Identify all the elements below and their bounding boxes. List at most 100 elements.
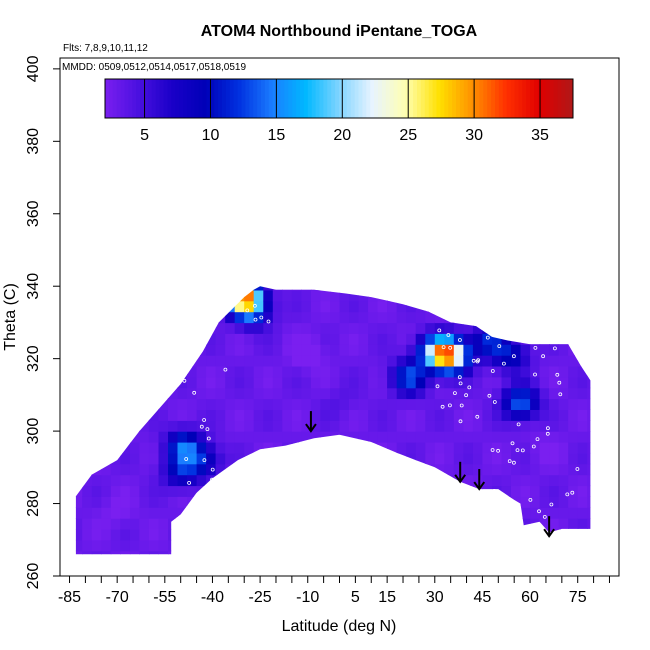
heatmap-cell bbox=[263, 387, 274, 400]
heatmap-cell bbox=[520, 474, 531, 487]
heatmap-cell bbox=[377, 528, 388, 541]
heatmap-cell bbox=[387, 344, 398, 356]
heatmap-cell bbox=[158, 539, 169, 552]
heatmap-cell bbox=[539, 398, 550, 410]
heatmap-cell bbox=[377, 387, 388, 400]
colorbar-segment bbox=[229, 79, 235, 118]
heatmap-cell bbox=[272, 485, 283, 497]
heatmap-cell bbox=[225, 322, 236, 334]
heatmap-cell bbox=[310, 376, 321, 389]
heatmap-cell bbox=[330, 539, 341, 552]
heatmap-cell bbox=[453, 485, 464, 497]
heatmap-cell bbox=[110, 431, 121, 443]
heatmap-cell bbox=[148, 311, 159, 324]
heatmap-cell bbox=[120, 507, 131, 519]
heatmap-cell bbox=[158, 333, 169, 345]
heatmap-cell bbox=[139, 518, 150, 530]
heatmap-cell bbox=[415, 355, 426, 367]
heatmap-cell bbox=[530, 322, 541, 334]
heatmap-cell bbox=[453, 398, 464, 410]
heatmap-cell bbox=[110, 452, 121, 465]
heatmap-cell bbox=[358, 550, 369, 555]
heatmap-cell bbox=[539, 474, 550, 487]
heatmap-cell bbox=[501, 452, 512, 465]
sample-point bbox=[553, 346, 557, 351]
heatmap-cell bbox=[511, 442, 522, 454]
y-tick-label: 320 bbox=[25, 345, 42, 372]
heatmap-cell bbox=[215, 550, 226, 555]
heatmap-cell bbox=[530, 550, 541, 555]
heatmap-cell bbox=[110, 528, 121, 541]
heatmap-cell bbox=[75, 311, 83, 324]
sample-point bbox=[475, 414, 480, 419]
heatmap-cell bbox=[215, 398, 226, 410]
heatmap-cell bbox=[253, 344, 264, 356]
heatmap-cell bbox=[530, 311, 541, 324]
heatmap-cell bbox=[425, 485, 436, 497]
heatmap-cell bbox=[482, 518, 493, 530]
colorbar-segment bbox=[483, 79, 488, 118]
heatmap-cell bbox=[196, 376, 207, 389]
heatmap-cell bbox=[158, 322, 169, 334]
colorbar-segment bbox=[409, 79, 414, 118]
heatmap-cell bbox=[349, 355, 360, 367]
heatmap-cell bbox=[110, 355, 121, 367]
heatmap-cell bbox=[177, 344, 188, 356]
heatmap-cell bbox=[215, 365, 226, 378]
heatmap-cell bbox=[301, 387, 312, 400]
heatmap-cell bbox=[158, 550, 169, 555]
heatmap-cell bbox=[472, 507, 483, 519]
heatmap-cell bbox=[91, 474, 102, 487]
dates-note: MMDD: 0509,0512,0514,0517,0518,0519 bbox=[62, 62, 246, 73]
heatmap-cell bbox=[301, 344, 312, 356]
heatmap-cell bbox=[520, 409, 531, 421]
colorbar-segment bbox=[514, 79, 519, 118]
heatmap-cell bbox=[387, 550, 398, 555]
heatmap-cell bbox=[472, 376, 483, 389]
heatmap-cell bbox=[225, 452, 236, 465]
heatmap-cell bbox=[91, 365, 102, 378]
heatmap-cell bbox=[539, 539, 550, 552]
heatmap-cell bbox=[339, 463, 350, 476]
colorbar-segment bbox=[198, 79, 203, 118]
colorbar-tick-label: 25 bbox=[399, 127, 417, 144]
heatmap-cell bbox=[75, 289, 83, 302]
heatmap-cell bbox=[196, 550, 207, 555]
heatmap-cell bbox=[148, 539, 159, 552]
heatmap-cell bbox=[291, 344, 302, 356]
colorbar-segment bbox=[378, 79, 383, 118]
heatmap-cell bbox=[349, 420, 360, 432]
heatmap-cell bbox=[539, 507, 550, 519]
heatmap-cell bbox=[301, 300, 312, 313]
heatmap-cell bbox=[253, 539, 264, 552]
heatmap-cell bbox=[482, 387, 493, 400]
heatmap-cell bbox=[520, 539, 531, 552]
heatmap-cell bbox=[139, 539, 150, 552]
heatmap-cell bbox=[415, 452, 426, 465]
heatmap-cell bbox=[215, 409, 226, 421]
heatmap-cell bbox=[368, 376, 379, 389]
heatmap-cell bbox=[358, 463, 369, 476]
heatmap-cell bbox=[530, 365, 541, 378]
sample-point bbox=[533, 345, 538, 350]
heatmap-cell bbox=[368, 409, 379, 421]
heatmap-cell bbox=[339, 376, 350, 389]
sample-point bbox=[490, 369, 495, 373]
heatmap-cell bbox=[492, 398, 503, 410]
heatmap-cell bbox=[272, 518, 283, 530]
heatmap-cell bbox=[492, 474, 503, 487]
sample-point bbox=[505, 519, 510, 524]
heatmap-cell bbox=[396, 311, 407, 324]
heatmap-cell bbox=[187, 431, 198, 443]
heatmap-cell bbox=[482, 452, 493, 465]
heatmap-cell bbox=[225, 507, 236, 519]
x-tick-label: -70 bbox=[106, 589, 129, 606]
heatmap-cell bbox=[568, 518, 579, 530]
heatmap-cell bbox=[368, 528, 379, 541]
heatmap-cell bbox=[244, 365, 255, 378]
heatmap-cell bbox=[244, 496, 255, 508]
heatmap-cell bbox=[425, 376, 436, 389]
heatmap-cell bbox=[358, 485, 369, 497]
heatmap-cell bbox=[492, 452, 503, 465]
